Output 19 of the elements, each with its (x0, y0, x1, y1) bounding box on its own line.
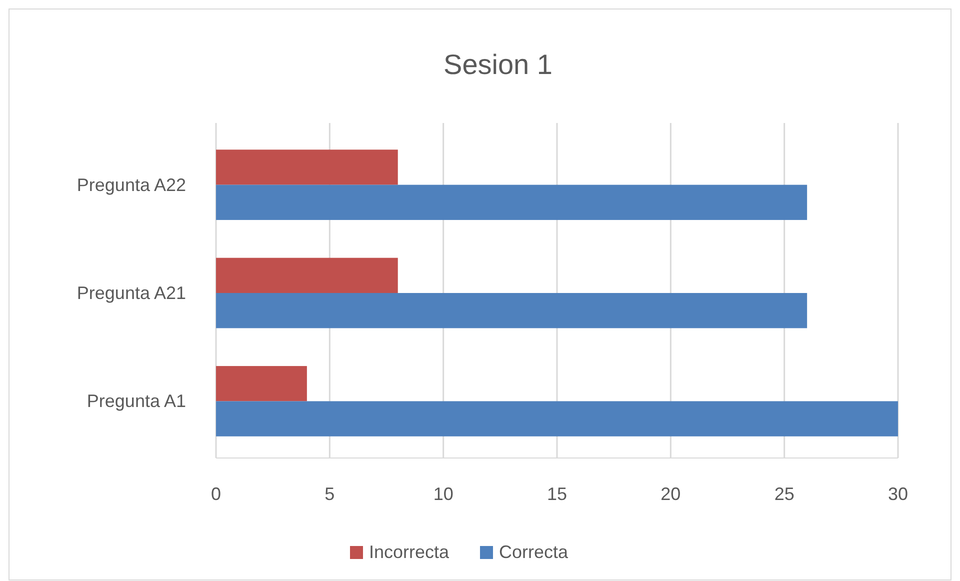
bar (216, 184, 808, 220)
bar (216, 366, 307, 402)
chart-title: Sesion 1 (444, 49, 552, 80)
y-tick-label: Pregunta A1 (86, 391, 186, 412)
y-tick-label: Pregunta A21 (76, 283, 186, 303)
x-tick-label: 5 (324, 484, 335, 504)
x-tick-label: 15 (546, 484, 568, 504)
x-tick-label: 30 (888, 484, 908, 504)
x-tick-label: 10 (433, 484, 454, 504)
x-tick-label: 0 (210, 484, 222, 504)
legend-label: Correcta (499, 542, 570, 562)
bar (216, 258, 398, 293)
bar (216, 401, 898, 436)
bar (216, 150, 398, 185)
legend-label: Incorrecta (369, 542, 450, 562)
bar (216, 293, 808, 328)
y-tick-label: Pregunta A22 (76, 174, 186, 195)
x-tick-label: 25 (774, 484, 794, 504)
x-tick-label: 20 (660, 484, 681, 504)
